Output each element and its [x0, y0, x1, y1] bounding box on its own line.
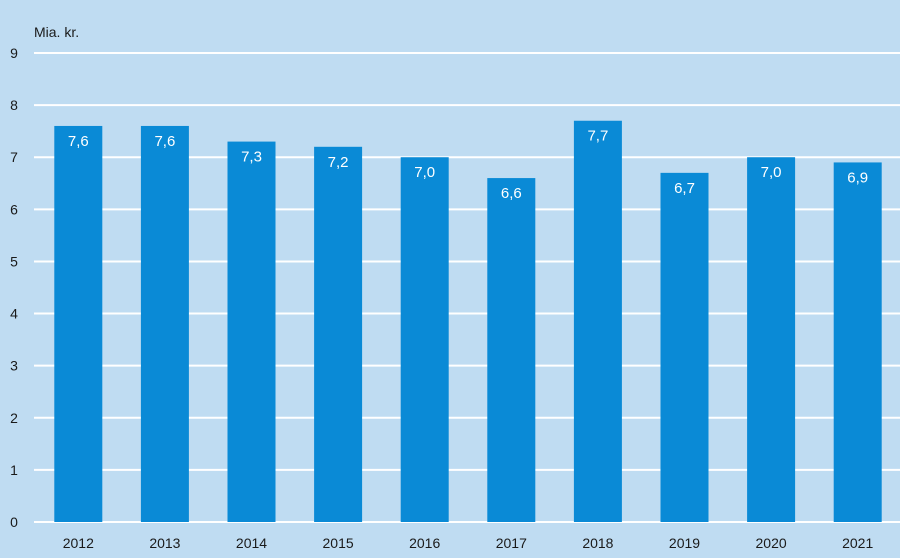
- bar: [140, 125, 189, 522]
- bar: [54, 125, 103, 522]
- bar-value-label: 7,6: [154, 133, 175, 150]
- bars: [54, 120, 882, 523]
- y-tick-label: 4: [10, 306, 18, 322]
- y-tick-label: 6: [10, 201, 18, 217]
- x-tick-label: 2021: [842, 535, 873, 551]
- x-tick-label: 2018: [582, 535, 613, 551]
- y-tick-label: 1: [10, 462, 18, 478]
- x-tick-label: 2020: [756, 535, 787, 551]
- x-tick-label: 2012: [63, 535, 94, 551]
- bar: [400, 157, 449, 522]
- x-tick-label: 2017: [496, 535, 527, 551]
- bar: [487, 178, 536, 523]
- y-axis-ticks: 0 1 2 3 4 5 6 7 8 9: [10, 45, 18, 530]
- y-tick-label: 8: [10, 97, 18, 113]
- x-tick-label: 2014: [236, 535, 267, 551]
- bar-value-label: 7,6: [68, 133, 89, 150]
- x-tick-label: 2016: [409, 535, 440, 551]
- bar-value-labels: 7,6 7,6 7,3 7,2 7,0 6,6 7,7 6,7 7,0 6,9: [68, 128, 868, 202]
- bar-value-label: 6,9: [847, 169, 868, 186]
- y-tick-label: 9: [10, 45, 18, 61]
- bar-value-label: 6,6: [501, 185, 522, 202]
- y-tick-label: 5: [10, 253, 18, 269]
- bar-value-label: 7,2: [328, 154, 349, 171]
- bar-value-label: 7,7: [587, 128, 608, 145]
- y-tick-label: 3: [10, 358, 18, 374]
- bar: [227, 141, 276, 523]
- y-tick-label: 0: [10, 514, 18, 530]
- bar-value-label: 7,0: [414, 164, 435, 181]
- bar-value-label: 7,0: [761, 164, 782, 181]
- x-axis-ticks: 2012 2013 2014 2015 2016 2017 2018 2019 2020 2021: [63, 535, 874, 551]
- y-tick-label: 7: [10, 149, 18, 165]
- bar-value-label: 6,7: [674, 180, 695, 197]
- bar: [573, 120, 622, 522]
- bar: [833, 162, 882, 522]
- x-tick-label: 2013: [149, 535, 180, 551]
- y-axis-unit-label: Mia. kr.: [34, 24, 80, 40]
- bar-value-label: 7,3: [241, 149, 262, 166]
- bar: [660, 172, 709, 522]
- bar: [747, 157, 796, 522]
- y-tick-label: 2: [10, 410, 18, 426]
- x-tick-label: 2019: [669, 535, 700, 551]
- x-tick-label: 2015: [323, 535, 354, 551]
- bar: [314, 146, 363, 523]
